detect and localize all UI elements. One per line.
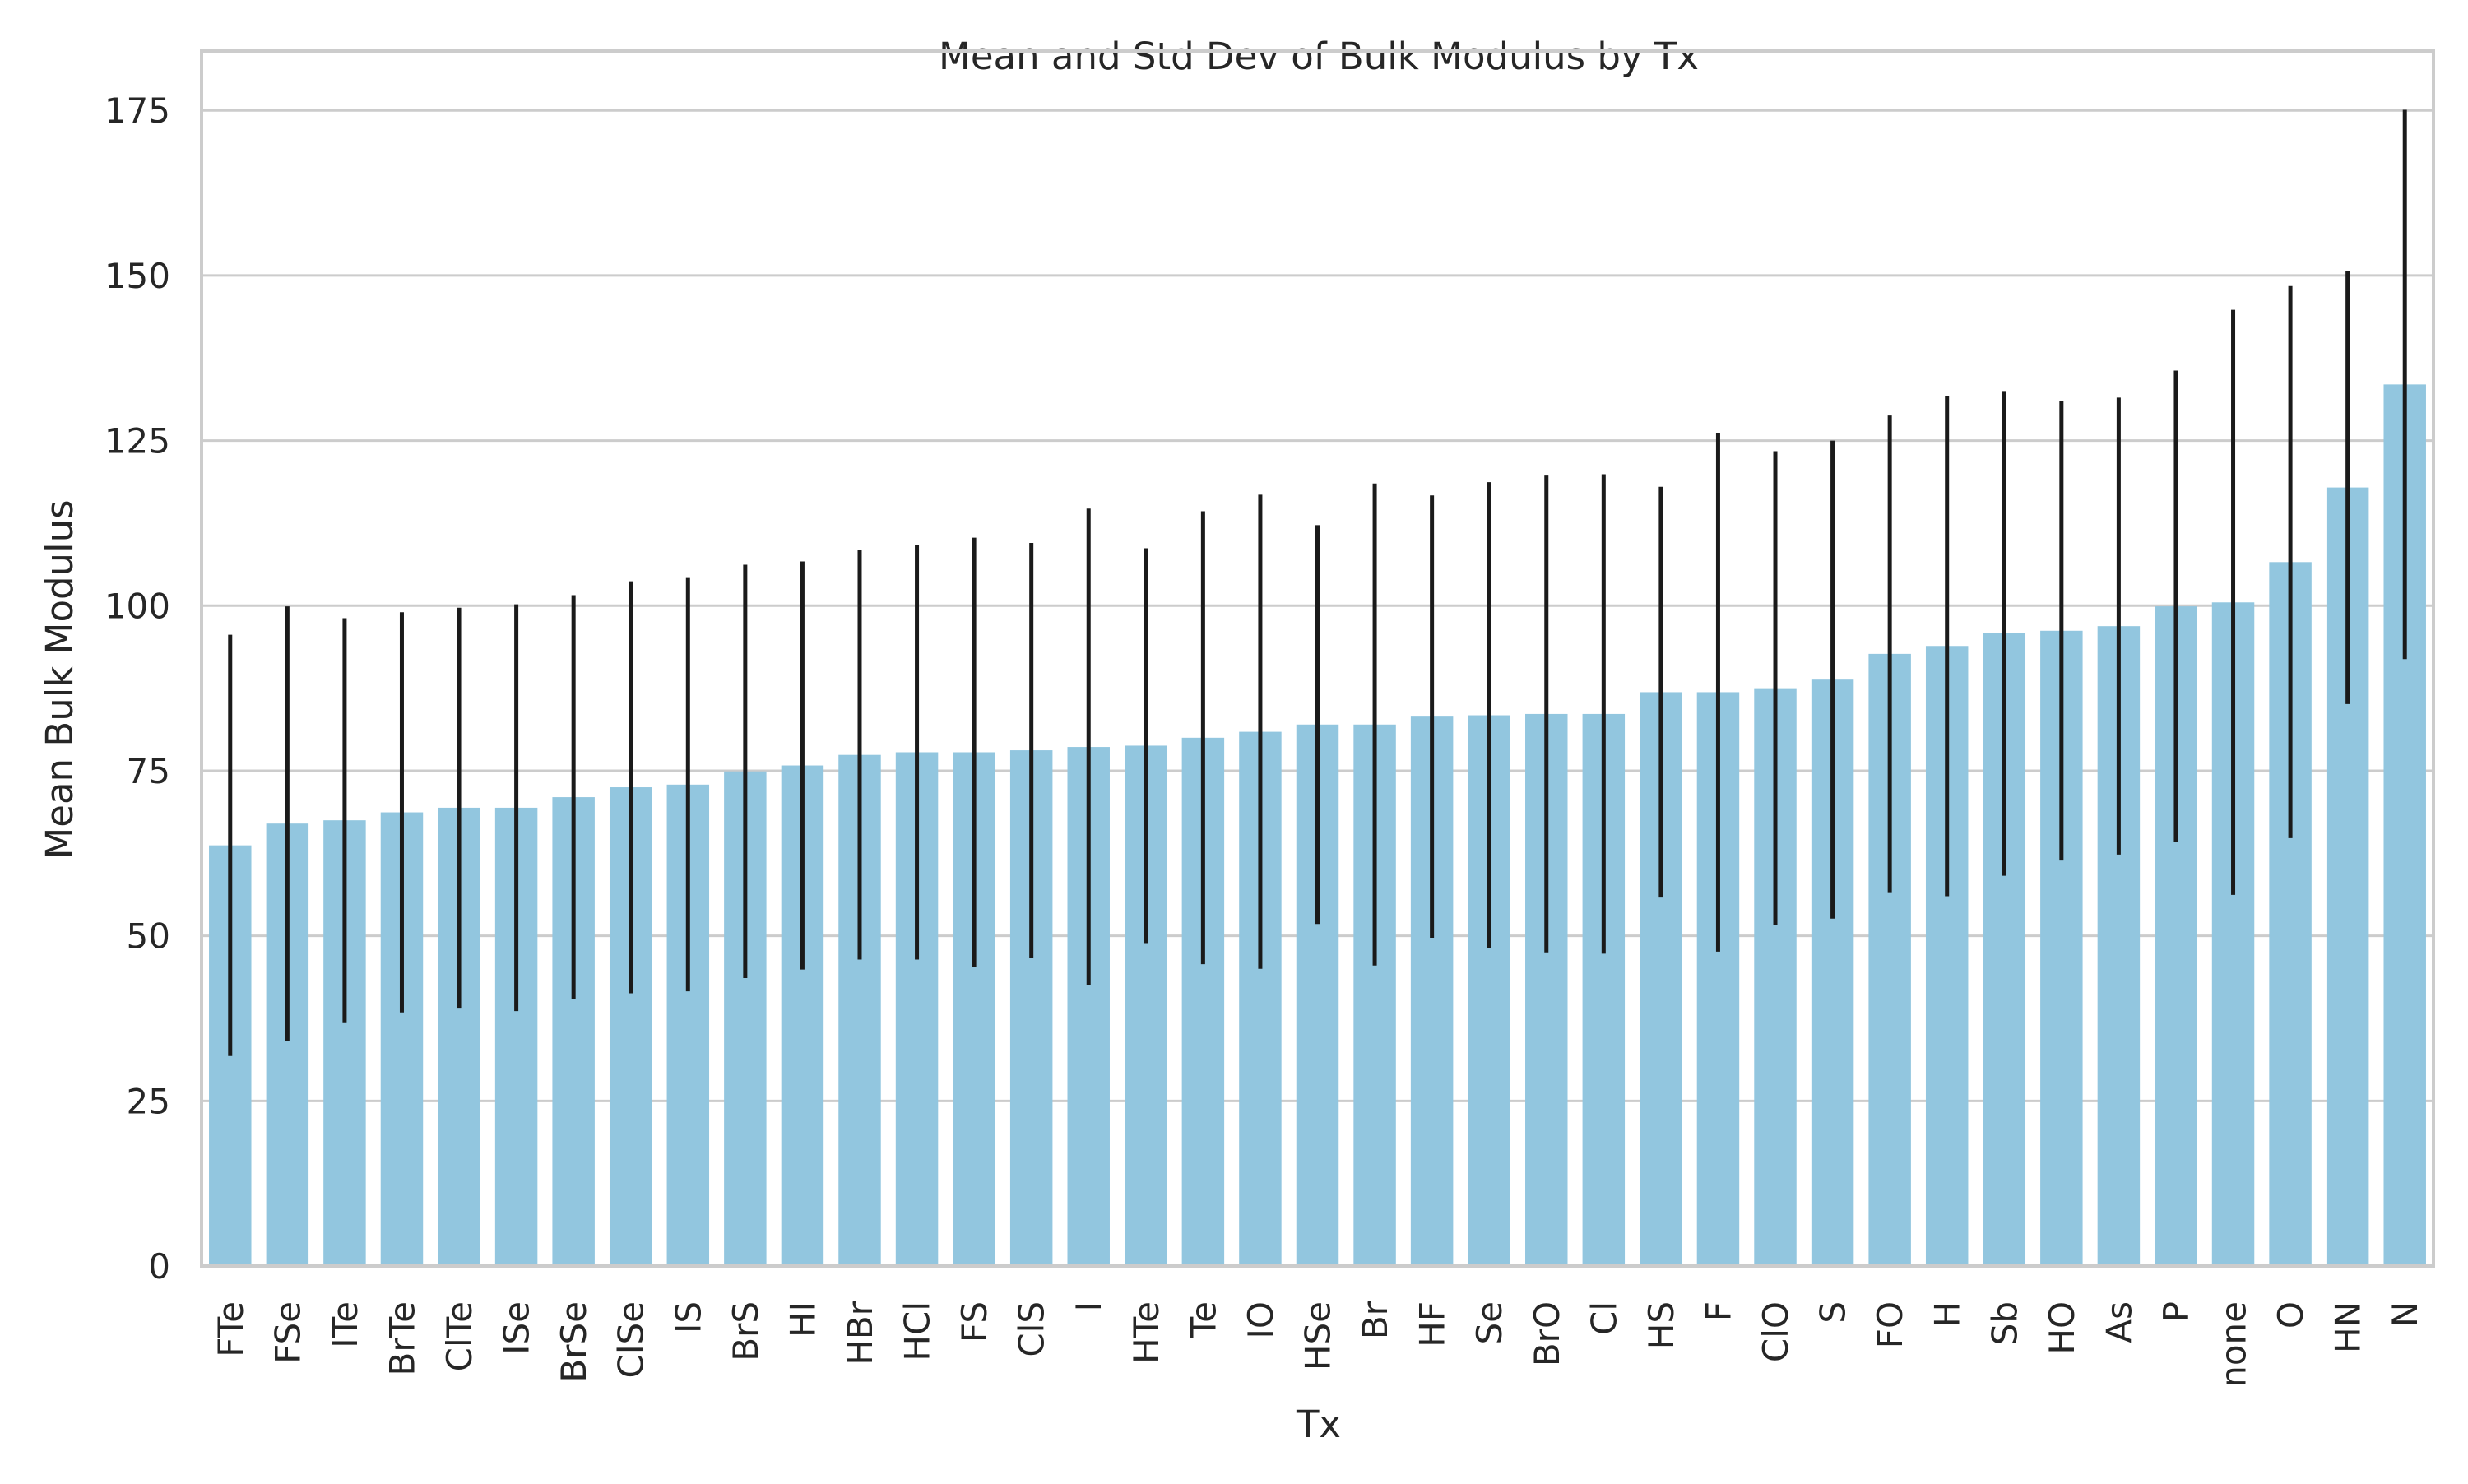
x-tick-label: BrS [726,1301,766,1361]
y-axis-label: Mean Bulk Modulus [38,499,81,859]
x-tick-label: O [2271,1301,2311,1329]
x-tick-label: ClTe [439,1301,480,1371]
x-tick-label: F [1698,1301,1738,1321]
plot-frame [200,49,2435,1268]
x-tick-label: HS [1641,1301,1682,1349]
y-axis-ticks: 0 25 50 75 100 125 150 175 [104,90,170,1287]
y-tick-label: 175 [104,90,170,131]
x-tick-label: IO [1241,1301,1281,1338]
y-tick-label: 125 [104,421,170,461]
x-tick-label: FS [954,1301,995,1343]
y-tick-label: 100 [104,586,170,626]
x-tick-label: H [1928,1301,1968,1328]
y-tick-label: 50 [127,916,170,957]
x-tick-label: FSe [267,1301,308,1364]
x-tick-label: HI [782,1301,823,1338]
x-tick-label: HO [2042,1301,2082,1355]
x-tick-label: N [2385,1301,2425,1327]
y-tick-label: 0 [148,1246,170,1287]
x-tick-label: ITe [325,1301,365,1348]
x-tick-label: As [2099,1301,2139,1343]
x-axis-label: Tx [1296,1403,1341,1446]
x-tick-label: Cl [1584,1301,1624,1335]
x-tick-label: BrO [1527,1301,1567,1366]
x-tick-label: Se [1469,1301,1510,1345]
chart-title: Mean and Std Dev of Bulk Modulus by Tx [939,35,1699,78]
y-tick-label: 75 [127,751,170,791]
y-tick-label: 25 [127,1081,170,1121]
x-tick-label: HSe [1298,1301,1338,1370]
y-tick-label: 150 [104,256,170,296]
x-tick-label: ClS [1012,1301,1052,1357]
x-tick-label: Sb [1984,1301,2025,1345]
x-tick-label: none [2214,1301,2254,1388]
x-tick-label: Br [1355,1301,1395,1339]
x-tick-label: P [2156,1301,2197,1322]
error-bars [228,109,2407,1056]
x-tick-label: IS [668,1301,708,1333]
x-tick-label: I [1069,1301,1109,1311]
x-tick-label: FTe [211,1301,251,1357]
x-tick-label: ClO [1756,1301,1796,1362]
x-tick-label: BrSe [554,1301,594,1383]
x-tick-label: ClSe [611,1301,652,1379]
x-tick-label: HN [2328,1301,2368,1353]
x-tick-label: S [1813,1301,1853,1324]
x-tick-label: HCl [898,1301,938,1361]
x-axis-ticks: FTe FSe ITe BrTe ClTe ISe BrSe ClSe IS BrS HI HBr HC… [211,1301,2425,1388]
x-tick-label: ISe [497,1301,537,1355]
x-tick-label: HBr [840,1301,880,1365]
x-tick-label: HTe [1126,1301,1167,1364]
x-tick-label: Te [1183,1301,1223,1338]
x-tick-label: FO [1870,1301,1910,1348]
x-tick-label: HF [1413,1301,1453,1347]
x-tick-label: BrTe [382,1301,422,1375]
